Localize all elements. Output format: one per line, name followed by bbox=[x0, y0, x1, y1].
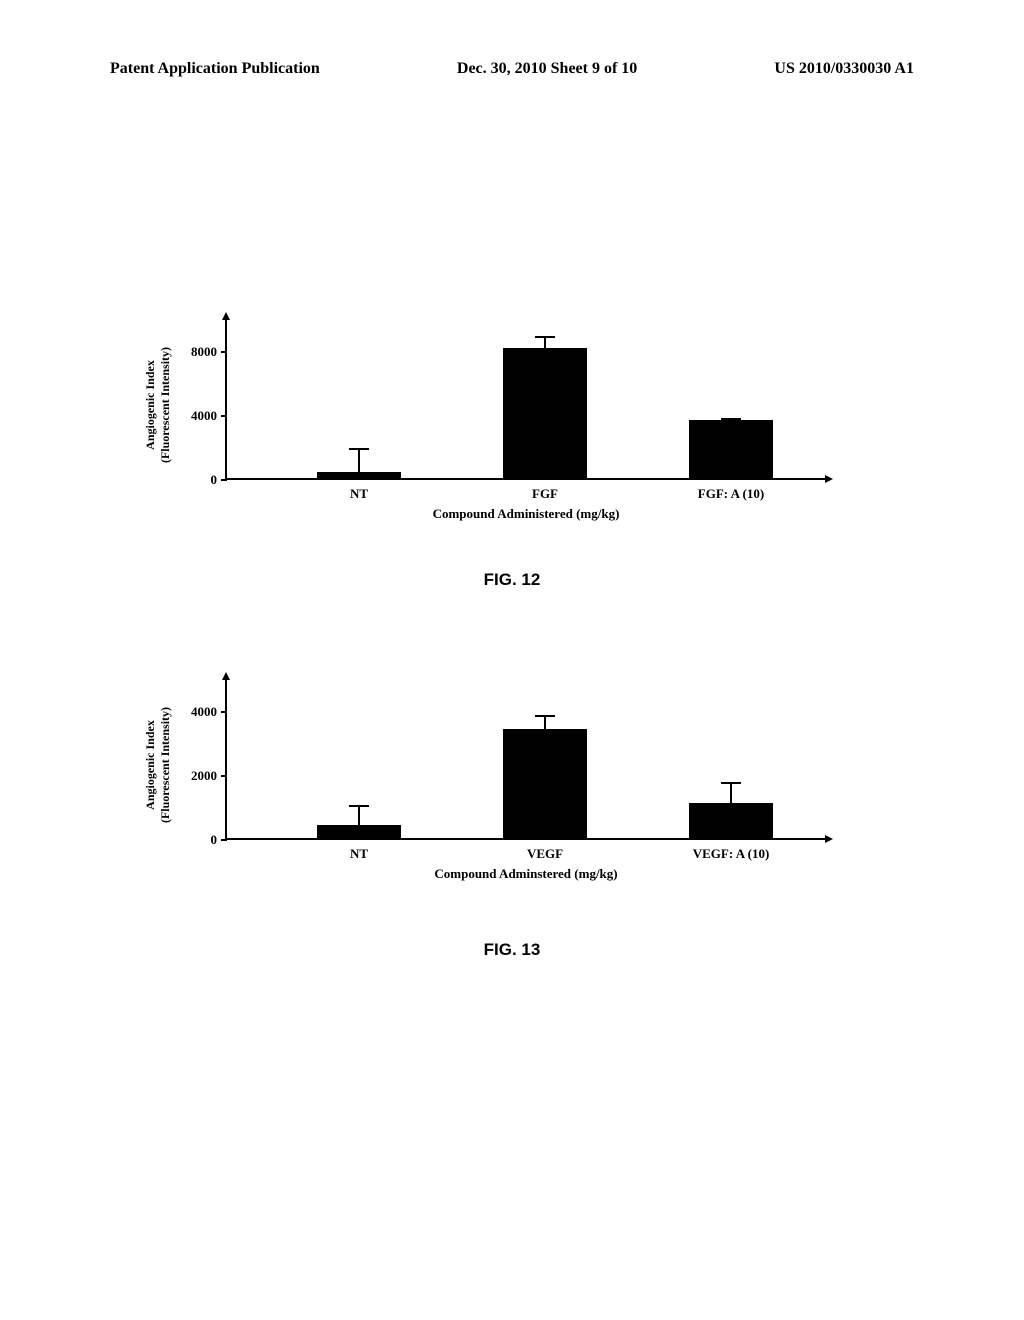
chart-fig12: Angiogenic Index (Fluorescent Intensity)… bbox=[150, 320, 850, 550]
chart1-xaxis-label: Compound Administered (mg/kg) bbox=[433, 506, 620, 522]
y-tick bbox=[221, 415, 227, 417]
y-tick bbox=[221, 711, 227, 713]
y-tick-label: 0 bbox=[211, 832, 218, 848]
bar bbox=[503, 729, 587, 838]
bar bbox=[689, 803, 773, 838]
y-tick-label: 8000 bbox=[191, 344, 217, 360]
y-tick bbox=[221, 775, 227, 777]
page-header: Patent Application Publication Dec. 30, … bbox=[0, 60, 1024, 78]
chart2-xaxis-label: Compound Adminstered (mg/kg) bbox=[434, 866, 617, 882]
bar bbox=[689, 420, 773, 478]
error-bar-stem bbox=[358, 448, 360, 474]
error-bar-stem bbox=[358, 805, 360, 827]
figure-caption-13: FIG. 13 bbox=[484, 940, 541, 960]
y-tick bbox=[221, 479, 227, 481]
y-tick-label: 4000 bbox=[191, 704, 217, 720]
figure-caption-12: FIG. 12 bbox=[484, 570, 541, 590]
header-right: US 2010/0330030 A1 bbox=[774, 60, 914, 78]
chart2-yaxis-label: Angiogenic Index (Fluorescent Intensity) bbox=[143, 707, 173, 823]
chart-fig13: Angiogenic Index (Fluorescent Intensity)… bbox=[150, 680, 850, 910]
error-bar-cap bbox=[349, 805, 369, 807]
header-center: Dec. 30, 2010 Sheet 9 of 10 bbox=[457, 60, 637, 78]
y-tick bbox=[221, 839, 227, 841]
error-bar-cap bbox=[535, 715, 555, 717]
header-left: Patent Application Publication bbox=[110, 60, 320, 78]
chart-fig13-area: Angiogenic Index (Fluorescent Intensity)… bbox=[150, 680, 850, 910]
chart-fig12-area: Angiogenic Index (Fluorescent Intensity)… bbox=[150, 320, 850, 550]
error-bar-cap bbox=[721, 782, 741, 784]
chart1-yaxis-label: Angiogenic Index (Fluorescent Intensity) bbox=[143, 347, 173, 463]
error-bar-cap bbox=[349, 448, 369, 450]
y-tick-label: 2000 bbox=[191, 768, 217, 784]
bar bbox=[503, 348, 587, 478]
error-bar-stem bbox=[730, 782, 732, 804]
y-tick bbox=[221, 351, 227, 353]
x-tick-label: VEGF bbox=[527, 846, 563, 862]
x-tick-label: VEGF: A (10) bbox=[693, 846, 770, 862]
x-tick-label: NT bbox=[350, 486, 368, 502]
error-bar-cap bbox=[535, 336, 555, 338]
x-tick-label: FGF: A (10) bbox=[698, 486, 764, 502]
y-tick-label: 4000 bbox=[191, 408, 217, 424]
error-bar-stem bbox=[544, 336, 546, 350]
x-tick-label: NT bbox=[350, 846, 368, 862]
y-tick-label: 0 bbox=[211, 472, 218, 488]
chart1-plot-area: Compound Administered (mg/kg) 040008000N… bbox=[225, 320, 825, 480]
chart2-plot-area: Compound Adminstered (mg/kg) 020004000NT… bbox=[225, 680, 825, 840]
error-bar-stem bbox=[544, 715, 546, 731]
error-bar-cap bbox=[721, 418, 741, 420]
x-tick-label: FGF bbox=[532, 486, 558, 502]
